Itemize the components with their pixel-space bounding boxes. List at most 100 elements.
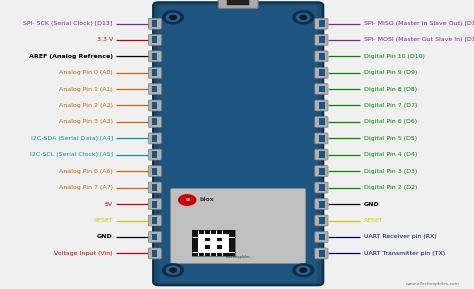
Bar [199, 230, 204, 234]
Bar [152, 184, 157, 191]
Bar [217, 245, 222, 249]
Bar [205, 238, 210, 241]
Circle shape [293, 11, 314, 24]
Circle shape [293, 264, 314, 277]
Text: Digital Pin 2 (D2): Digital Pin 2 (D2) [364, 185, 417, 190]
Circle shape [163, 264, 183, 277]
Text: u: u [185, 197, 189, 203]
Text: Digital Pin 4 (D4): Digital Pin 4 (D4) [364, 152, 417, 157]
Bar [192, 234, 198, 238]
Bar [319, 234, 325, 240]
Bar [229, 253, 235, 256]
FancyBboxPatch shape [315, 34, 328, 45]
Bar [152, 36, 157, 43]
Bar [192, 238, 198, 241]
Bar [152, 168, 157, 175]
FancyBboxPatch shape [148, 182, 162, 193]
Text: RESET: RESET [93, 218, 113, 223]
FancyBboxPatch shape [148, 248, 162, 259]
FancyBboxPatch shape [315, 51, 328, 62]
Bar [319, 69, 325, 76]
Bar [152, 201, 157, 208]
FancyBboxPatch shape [315, 18, 328, 29]
Bar [152, 86, 157, 92]
Text: Analog Pin 2 (A2): Analog Pin 2 (A2) [59, 103, 113, 108]
Text: eTechnophiles: eTechnophiles [226, 255, 251, 259]
FancyBboxPatch shape [148, 133, 162, 144]
Text: SPI- MISO (Master In Slave Out) [D12]: SPI- MISO (Master In Slave Out) [D12] [364, 21, 474, 26]
Bar [152, 118, 157, 125]
Circle shape [163, 11, 183, 24]
Bar [152, 151, 157, 158]
Bar [223, 253, 228, 256]
Bar [152, 102, 157, 109]
FancyBboxPatch shape [315, 100, 328, 111]
Bar [229, 249, 235, 252]
FancyBboxPatch shape [315, 149, 328, 160]
Text: Digital Pin 9 (D9): Digital Pin 9 (D9) [364, 70, 417, 75]
Bar [192, 242, 198, 245]
Text: Digital Pin 7 (D7): Digital Pin 7 (D7) [364, 103, 417, 108]
FancyBboxPatch shape [148, 215, 162, 226]
Bar [319, 118, 325, 125]
FancyBboxPatch shape [315, 67, 328, 78]
Bar [192, 245, 198, 249]
Bar [152, 135, 157, 142]
Bar [192, 253, 198, 256]
Text: Analog Pin 6 (A6): Analog Pin 6 (A6) [59, 168, 113, 174]
FancyBboxPatch shape [148, 149, 162, 160]
Bar [205, 230, 210, 234]
Text: Analog Pin 0 (A0): Analog Pin 0 (A0) [59, 70, 113, 75]
FancyBboxPatch shape [148, 84, 162, 95]
Bar [229, 245, 235, 249]
Text: GND: GND [364, 201, 379, 207]
FancyBboxPatch shape [148, 116, 162, 127]
FancyBboxPatch shape [219, 0, 258, 8]
Text: Voltage Input (Vin): Voltage Input (Vin) [54, 251, 113, 256]
Bar [319, 201, 325, 208]
FancyBboxPatch shape [148, 34, 162, 45]
FancyBboxPatch shape [315, 215, 328, 226]
Circle shape [300, 15, 307, 19]
Bar [199, 253, 204, 256]
FancyBboxPatch shape [315, 133, 328, 144]
Text: GND: GND [97, 234, 113, 240]
Bar [319, 250, 325, 257]
Bar [319, 86, 325, 92]
Bar [319, 184, 325, 191]
Bar [319, 102, 325, 109]
FancyBboxPatch shape [148, 100, 162, 111]
Bar [152, 53, 157, 60]
Text: AREF (Analog Refrence): AREF (Analog Refrence) [29, 54, 113, 59]
FancyBboxPatch shape [148, 51, 162, 62]
Text: 3.3 V: 3.3 V [97, 37, 113, 42]
FancyBboxPatch shape [315, 248, 328, 259]
Circle shape [300, 268, 307, 272]
FancyBboxPatch shape [171, 188, 306, 264]
FancyBboxPatch shape [148, 67, 162, 78]
Text: Analog Pin 3 (A3): Analog Pin 3 (A3) [59, 119, 113, 125]
Text: I2C-SDA (Serial Data) [A4]: I2C-SDA (Serial Data) [A4] [31, 136, 113, 141]
FancyBboxPatch shape [315, 84, 328, 95]
Text: Digital Pin 8 (D8): Digital Pin 8 (D8) [364, 86, 417, 92]
FancyBboxPatch shape [159, 5, 318, 282]
Circle shape [166, 13, 180, 21]
Bar [319, 20, 325, 27]
Bar [228, 0, 249, 5]
FancyBboxPatch shape [315, 231, 328, 242]
Text: Analog Pin 1 (A1): Analog Pin 1 (A1) [59, 86, 113, 92]
FancyBboxPatch shape [315, 182, 328, 193]
Text: UART Transmitter pin (TX): UART Transmitter pin (TX) [364, 251, 445, 256]
Text: blox: blox [200, 197, 214, 203]
Text: SPI- MOSI (Master Out Slave In) [D11]: SPI- MOSI (Master Out Slave In) [D11] [364, 37, 474, 42]
FancyBboxPatch shape [148, 231, 162, 242]
Text: www.eTechnophiles.com: www.eTechnophiles.com [406, 282, 460, 286]
Text: Digital Pin 6 (D6): Digital Pin 6 (D6) [364, 119, 417, 125]
Bar [152, 20, 157, 27]
Bar [319, 151, 325, 158]
Text: SPI- SCK (Serial Clock) [D13]: SPI- SCK (Serial Clock) [D13] [23, 21, 113, 26]
Circle shape [166, 266, 180, 274]
Circle shape [170, 15, 176, 19]
Text: Digital Pin 5 (D5): Digital Pin 5 (D5) [364, 136, 417, 141]
Bar [192, 230, 235, 256]
